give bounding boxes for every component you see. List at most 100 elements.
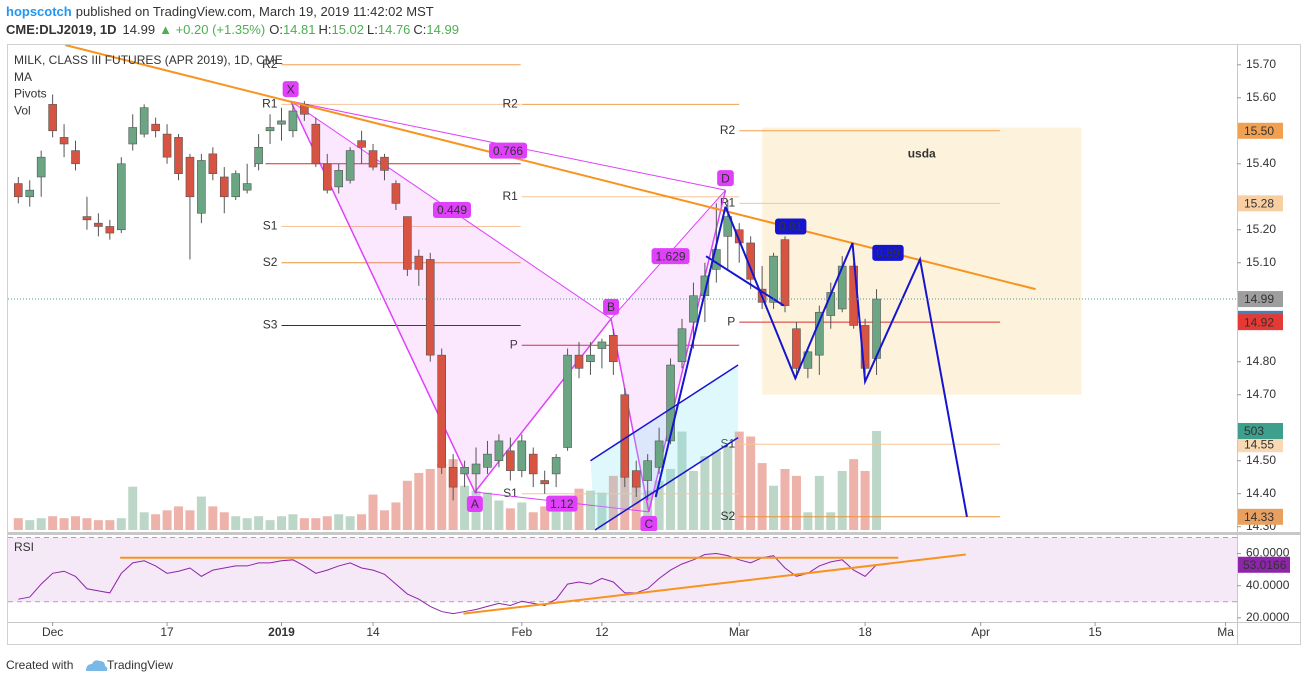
point-label: D: [721, 171, 730, 185]
x-tick-label: 12: [595, 625, 609, 639]
volume-bar: [837, 470, 847, 530]
pattern-fill: [290, 101, 612, 493]
candle-body: [288, 110, 298, 132]
rsi-tag: 53.0166: [1243, 558, 1287, 572]
candle-body: [506, 450, 515, 471]
volume-bar: [116, 518, 126, 530]
ratio-label: 0.89: [876, 246, 900, 260]
volume-bar: [219, 512, 229, 530]
candle-body: [815, 311, 824, 356]
candle-body: [483, 453, 492, 468]
candle-body: [666, 364, 675, 442]
x-tick-label: Apr: [971, 625, 990, 639]
volume-bar: [265, 520, 275, 530]
price-tag-box: [1238, 122, 1283, 139]
volume-bar: [208, 506, 218, 530]
candle-body: [563, 354, 572, 448]
point-label-box: [603, 298, 620, 315]
header-line: hopscotch published on TradingView.com, M…: [6, 4, 434, 19]
volume-bar: [551, 502, 561, 530]
volume-bar: [334, 514, 344, 530]
rsi-y-tick-label: 40.0000: [1246, 578, 1290, 592]
candle-body: [151, 123, 160, 132]
candle-body: [162, 133, 172, 158]
l-label: L:: [367, 22, 378, 37]
volume-bar: [425, 468, 435, 530]
volume-bar: [757, 463, 767, 530]
volume-bar: [174, 506, 184, 530]
x-tick-label: 17: [160, 625, 174, 639]
volume-bar: [25, 520, 35, 530]
footer-brand: TradingView: [107, 658, 173, 672]
channel-fill: [590, 365, 739, 530]
price-tag: 15.28: [1244, 197, 1274, 211]
volume-bar: [643, 490, 653, 530]
x-tick-label: Mar: [729, 625, 750, 639]
volume-bar: [36, 518, 46, 530]
point-label: C: [644, 517, 653, 531]
candle-body: [677, 328, 687, 363]
candle-body: [380, 156, 389, 171]
volume-bar: [254, 516, 264, 530]
candle-body: [36, 156, 46, 178]
volume-bar: [288, 514, 298, 530]
candle-body: [425, 259, 435, 356]
candle-body: [174, 137, 183, 174]
ratio-label-box: [546, 495, 578, 512]
candle-body: [139, 107, 149, 135]
price-tag: 14.33: [1244, 510, 1274, 524]
candle-body: [25, 189, 35, 198]
c-label: C:: [413, 22, 426, 37]
drawn-line: [705, 255, 785, 307]
candle-body: [59, 137, 69, 145]
volume-bar: [345, 516, 355, 530]
rsi-trendline: [463, 553, 966, 615]
pivot-label: S3: [263, 318, 278, 332]
pivot-label: R2: [720, 123, 736, 137]
y-tick-label: 15.70: [1246, 57, 1276, 71]
footer-created: Created with: [6, 658, 73, 672]
volume-bar: [311, 518, 321, 530]
drawn-line: [724, 206, 968, 517]
volume-bar: [803, 512, 813, 530]
price-tag: 14.99: [1244, 292, 1274, 306]
pivot-label: S1: [503, 486, 518, 500]
candle-body: [586, 354, 595, 363]
y-tick-label: 14.40: [1246, 486, 1276, 500]
pivot-label: S2: [721, 509, 736, 523]
volume-bar: [139, 512, 149, 530]
volume-bar: [242, 518, 252, 530]
volume-bar: [791, 475, 801, 530]
point-label-box: [717, 170, 734, 187]
price-tag-box: [1238, 291, 1283, 308]
volume-bar: [59, 518, 69, 530]
volume-bar: [849, 459, 859, 530]
volume-bar: [860, 470, 870, 530]
candle-body: [609, 335, 618, 363]
candle-body: [643, 460, 652, 481]
candle-body: [551, 457, 561, 475]
volume-bar: [162, 510, 172, 530]
price-tag-box: [1238, 436, 1283, 453]
candle-body: [403, 216, 412, 270]
volume-bar: [414, 472, 424, 530]
volume-bar: [711, 451, 721, 530]
candle-body: [792, 328, 801, 369]
volume-bar: [368, 494, 378, 530]
ratio-label: 0.449: [437, 203, 467, 217]
candle-body: [689, 295, 698, 323]
candle-body: [494, 440, 504, 462]
ratio-label-box: [432, 201, 472, 218]
volume-bar: [299, 518, 309, 530]
volume-bar: [723, 446, 733, 530]
candle-body: [780, 239, 790, 306]
legend-entry: MA: [14, 70, 32, 84]
volume-bar: [505, 508, 515, 530]
volume-bar: [608, 475, 618, 530]
price-tag-box: [1238, 422, 1283, 439]
candle-body: [254, 146, 263, 165]
volume-bar: [620, 470, 630, 530]
price-tag-box: [1238, 508, 1283, 525]
point-label: B: [607, 300, 615, 314]
candle-body: [460, 467, 469, 475]
